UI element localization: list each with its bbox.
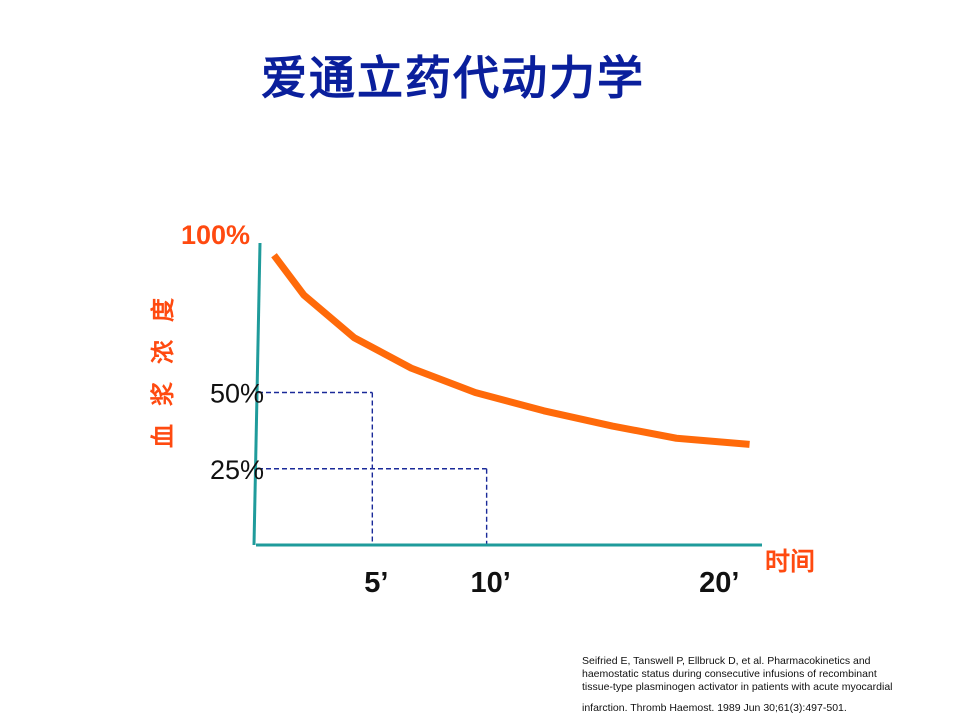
- citation-line: infarction. Thromb Haemost. 1989 Jun 30;…: [582, 702, 847, 714]
- reference-lines: [258, 391, 488, 545]
- slide-title: 爱通立药代动力学: [261, 51, 645, 105]
- y-tick-label: 25%: [210, 455, 264, 485]
- axes: [252, 242, 762, 547]
- citation-line: Seifried E, Tanswell P, Ellbruck D, et a…: [582, 655, 871, 667]
- y-axis-label-char: 浆: [149, 381, 177, 406]
- y-tick-label: 50%: [210, 379, 264, 409]
- citation-reference: Seifried E, Tanswell P, Ellbruck D, et a…: [582, 655, 954, 715]
- y-axis-label-char: 血: [149, 424, 177, 448]
- y-axis: [252, 242, 262, 546]
- y-axis-label-char: 度: [149, 297, 177, 322]
- citation-line: haemostatic status during consecutive in…: [582, 668, 877, 680]
- series-line: [271, 253, 750, 448]
- x-axis-label: 时间: [765, 547, 815, 576]
- x-tick-label: 20’: [699, 567, 739, 599]
- citation-line: tissue-type plasminogen activator in pat…: [582, 681, 893, 693]
- y-axis-label-char: 浓: [149, 339, 177, 364]
- y-top-label: 100%: [181, 220, 250, 250]
- plasma-concentration-curve: [271, 253, 750, 448]
- x-tick-label: 10’: [470, 567, 510, 599]
- x-tick-label: 5’: [364, 567, 388, 599]
